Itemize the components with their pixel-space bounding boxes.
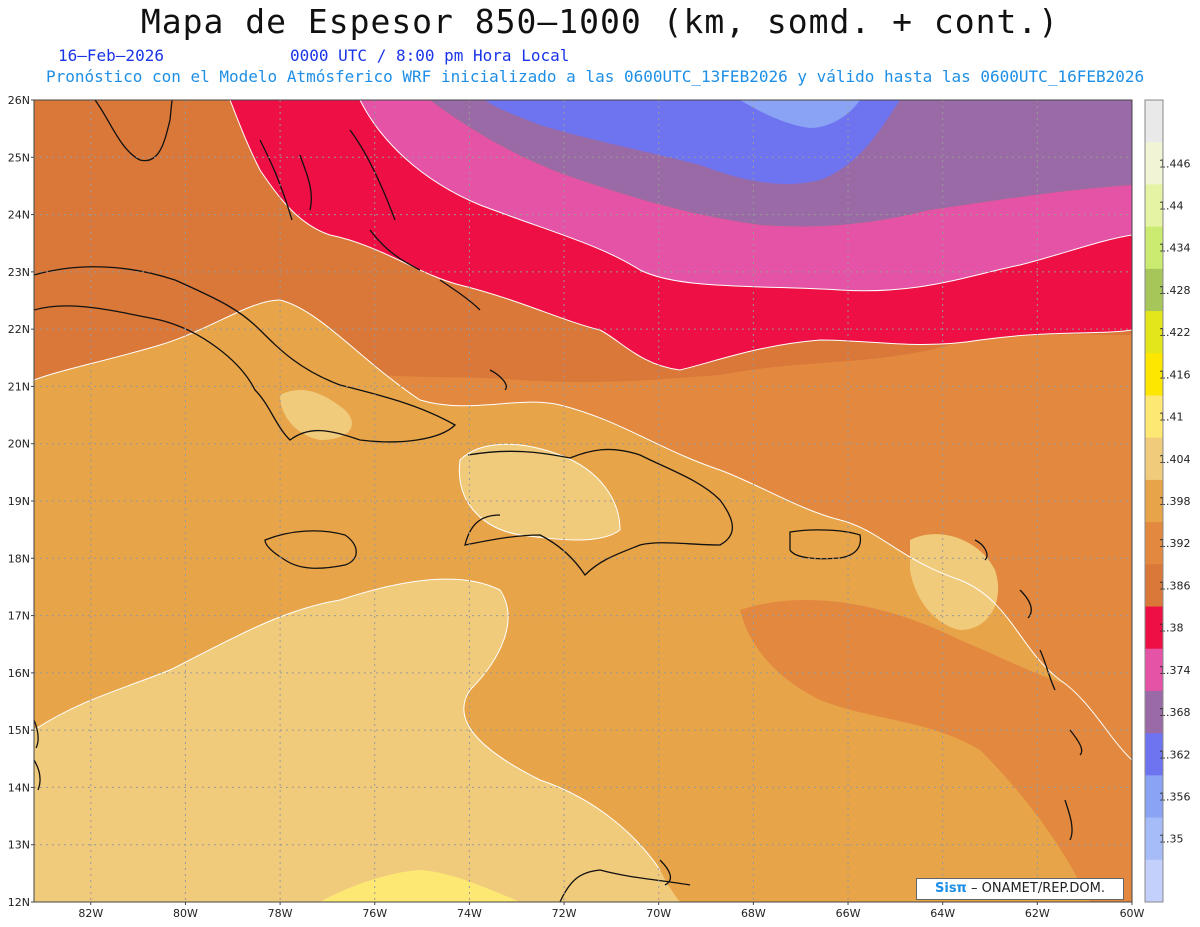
lat-label: 18N [8, 552, 30, 565]
colorbar-label: 1.416 [1159, 368, 1191, 381]
colorbar-swatch [1145, 733, 1163, 776]
colorbar-label: 1.368 [1159, 706, 1191, 719]
colorbar-swatch [1145, 564, 1163, 608]
coast-cuba [34, 266, 457, 443]
colorbar-swatch [1145, 226, 1163, 270]
coast-florida [94, 100, 173, 162]
field-1-410 [320, 870, 520, 902]
lat-label: 13N [8, 839, 30, 852]
colorbar-swatch [1145, 311, 1163, 354]
lon-label: 78W [268, 907, 293, 920]
lat-label: 12N [8, 896, 30, 909]
colorbar-swatch [1145, 522, 1163, 565]
lat-label: 21N [8, 380, 30, 393]
lon-label: 76W [362, 907, 387, 920]
colorbar-label: 1.356 [1159, 790, 1191, 803]
colorbar-frame [1144, 99, 1164, 903]
lat-label: 17N [8, 610, 30, 623]
longitude-labels: 82W 80W 78W 76W 74W 72W 70W 68W 66W 64W 62W 60W [78, 902, 1145, 920]
credit-text: – ONAMET/REP.DOM. [966, 881, 1105, 896]
lon-label: 72W [552, 907, 577, 920]
map-title: Mapa de Espesor 850–1000 (km, somd. + co… [140, 2, 1060, 41]
colorbar-swatch [1145, 268, 1163, 312]
coast-central-america [34, 719, 41, 791]
lat-label: 26N [8, 96, 30, 107]
field-1-374 [360, 100, 1132, 291]
colorbar-swatch [1145, 775, 1163, 819]
lon-label: 62W [1025, 907, 1050, 920]
credit-box: Sisπ – ONAMET/REP.DOM. [916, 878, 1124, 900]
latitude-labels: 26N 25N 24N 23N 22N 21N 20N 19N 18N 17N 16N 15N 14N 1… [8, 96, 34, 909]
colorbar-label: 1.386 [1159, 579, 1191, 592]
coast-jamaica [264, 530, 357, 569]
lat-label: 19N [8, 495, 30, 508]
colorbar-swatch [1145, 437, 1163, 481]
coast-hispaniola [464, 448, 734, 577]
colorbar-label: 1.428 [1159, 284, 1191, 297]
colorbar-label: 1.398 [1159, 495, 1191, 508]
lon-label: 64W [930, 907, 955, 920]
contour-lines [34, 100, 1132, 871]
lon-label: 68W [741, 907, 766, 920]
colorbar-label: 1.434 [1159, 242, 1191, 255]
colorbar-swatch [1145, 690, 1163, 734]
colorbar-label: 1.362 [1159, 748, 1191, 761]
colorbar: 1.446 1.44 1.434 1.428 1.422 1.416 1.41 1.404 1.… [1144, 99, 1191, 903]
field-1-404 [34, 579, 680, 902]
field-1-404-cuba [280, 390, 352, 440]
lon-label: 66W [836, 907, 861, 920]
lon-label: 60W [1120, 907, 1145, 920]
colorbar-swatch [1145, 184, 1163, 228]
colorbar-label: 1.404 [1159, 453, 1191, 466]
thickness-map: 26N 25N 24N 23N 22N 21N 20N 19N 18N 17N 16N 15N 14N 1… [8, 96, 1191, 920]
colorbar-swatch [1145, 859, 1163, 903]
colorbar-swatch [1145, 648, 1163, 692]
coast-puerto-rico [789, 529, 862, 560]
colorbar-label: 1.374 [1159, 664, 1191, 677]
lat-label: 25N [8, 151, 30, 164]
lon-label: 74W [457, 907, 482, 920]
lat-label: 15N [8, 724, 30, 737]
field-1-392-east [740, 600, 1132, 902]
forecast-date: 16–Feb–2026 [58, 46, 164, 65]
colorbar-label: 1.41 [1159, 411, 1184, 424]
lat-label: 22N [8, 323, 30, 336]
coast-lesser-antilles [974, 539, 1083, 841]
lat-label: 24N [8, 209, 30, 222]
colorbar-label: 1.38 [1159, 622, 1184, 635]
colorbar-swatch [1145, 606, 1163, 650]
lat-label: 20N [8, 438, 30, 451]
lat-label: 23N [8, 266, 30, 279]
lon-label: 70W [646, 907, 671, 920]
credit-logo: Sisπ [935, 881, 967, 896]
lat-label: 16N [8, 667, 30, 680]
coast-venezuela [559, 859, 691, 902]
lat-label: 14N [8, 781, 30, 794]
colorbar-swatch [1145, 353, 1163, 396]
forecast-time: 0000 UTC / 8:00 pm Hora Local [290, 46, 570, 65]
colorbar-label: 1.392 [1159, 537, 1191, 550]
model-info: Pronóstico con el Modelo Atmósferico WRF… [46, 67, 1145, 86]
coast-bahamas [259, 129, 507, 391]
field-1-380 [230, 100, 1132, 370]
colorbar-swatch [1145, 142, 1163, 185]
lon-label: 82W [78, 907, 103, 920]
field-1-404-hispaniola [459, 444, 620, 540]
colorbar-swatch [1145, 479, 1163, 523]
colorbar-swatch [1145, 100, 1163, 143]
colorbar-label: 1.422 [1159, 326, 1191, 339]
coastlines [34, 100, 1083, 902]
contour-fields [34, 100, 1132, 902]
colorbar-label: 1.44 [1159, 200, 1184, 213]
colorbar-label: 1.446 [1159, 157, 1191, 170]
lon-label: 80W [173, 907, 198, 920]
colorbar-swatch [1145, 395, 1163, 439]
colorbar-label: 1.35 [1159, 833, 1184, 846]
colorbar-swatch [1145, 817, 1163, 861]
field-1-356 [740, 100, 860, 128]
